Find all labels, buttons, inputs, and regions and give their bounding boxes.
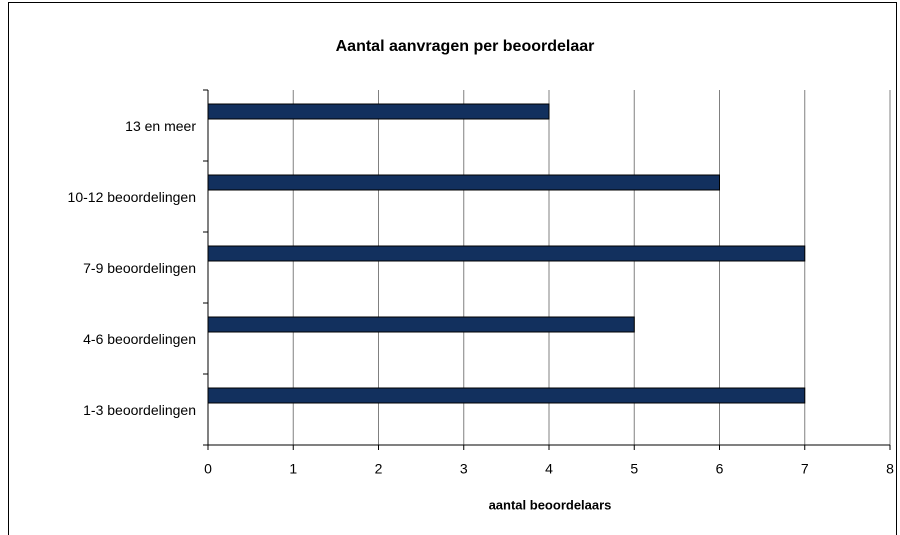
- x-tick-label: 7: [801, 461, 809, 477]
- x-tick-label: 1: [289, 461, 297, 477]
- bar: [207, 174, 720, 191]
- x-tick-label: 8: [886, 461, 894, 477]
- x-tick-label: 0: [204, 461, 212, 477]
- x-tick-label: 3: [460, 461, 468, 477]
- x-tick-label: 5: [630, 461, 638, 477]
- bar: [207, 103, 550, 120]
- x-tick-label: 4: [545, 461, 553, 477]
- bar: [207, 245, 806, 262]
- bar: [207, 316, 635, 333]
- y-tick-label: 13 en meer: [125, 118, 196, 134]
- y-tick-label: 10-12 beoordelingen: [68, 189, 196, 205]
- x-axis-label: aantal beoordelaars: [489, 497, 612, 512]
- y-tick-label: 7-9 beoordelingen: [83, 260, 196, 276]
- y-tick-label: 4-6 beoordelingen: [83, 331, 196, 347]
- y-tick-label: 1-3 beoordelingen: [83, 402, 196, 418]
- x-tick-label: 6: [716, 461, 724, 477]
- chart-title: Aantal aanvragen per beoordelaar: [336, 38, 595, 55]
- chart-border: [8, 2, 897, 535]
- x-tick-label: 2: [375, 461, 383, 477]
- bar: [207, 387, 806, 404]
